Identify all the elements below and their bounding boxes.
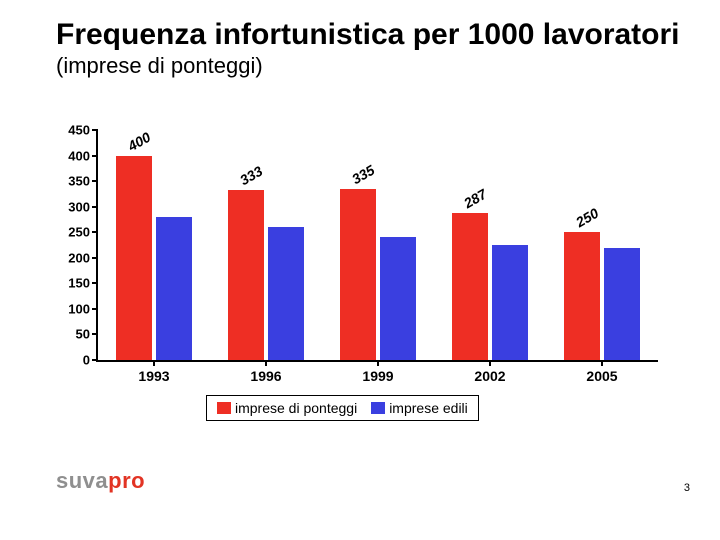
xtick-label: 1999 bbox=[362, 360, 393, 384]
bar bbox=[604, 248, 640, 360]
bar-value-label: 333 bbox=[237, 163, 265, 189]
ytick-label: 100 bbox=[68, 301, 98, 316]
bar bbox=[268, 227, 304, 360]
slide: Frequenza infortunistica per 1000 lavora… bbox=[0, 0, 720, 540]
logo-part1: suva bbox=[56, 468, 108, 493]
logo-part2: pro bbox=[108, 468, 145, 493]
ytick-label: 200 bbox=[68, 250, 98, 265]
logo: suvapro bbox=[56, 468, 145, 494]
ytick-label: 150 bbox=[68, 276, 98, 291]
bar-value-label: 250 bbox=[573, 205, 601, 231]
ytick-label: 450 bbox=[68, 123, 98, 138]
legend-label-1: imprese edili bbox=[389, 400, 468, 416]
legend-entry-0: imprese di ponteggi bbox=[217, 400, 357, 416]
bar-value-label: 287 bbox=[461, 186, 489, 212]
legend-entry-1: imprese edili bbox=[371, 400, 468, 416]
ytick-label: 350 bbox=[68, 174, 98, 189]
legend-swatch-0 bbox=[217, 402, 231, 414]
title-main: Frequenza infortunistica per 1000 lavora… bbox=[56, 18, 680, 51]
ytick-label: 400 bbox=[68, 148, 98, 163]
page-number: 3 bbox=[684, 482, 690, 494]
title-sub: (imprese di ponteggi) bbox=[56, 53, 263, 78]
plot-area: 0501001502002503003504004501993400199633… bbox=[96, 130, 658, 362]
bar bbox=[380, 237, 416, 360]
bar: 333 bbox=[228, 190, 264, 360]
xtick-label: 2005 bbox=[586, 360, 617, 384]
ytick-label: 300 bbox=[68, 199, 98, 214]
bar: 400 bbox=[116, 156, 152, 360]
bar: 335 bbox=[340, 189, 376, 360]
ytick-label: 50 bbox=[76, 327, 98, 342]
bar: 250 bbox=[564, 232, 600, 360]
xtick-label: 1993 bbox=[138, 360, 169, 384]
bar-value-label: 335 bbox=[349, 162, 377, 188]
bar-chart: 0501001502002503003504004501993400199633… bbox=[56, 120, 666, 420]
legend-swatch-1 bbox=[371, 402, 385, 414]
bar bbox=[492, 245, 528, 360]
ytick-label: 0 bbox=[83, 353, 98, 368]
bar bbox=[156, 217, 192, 360]
xtick-label: 2002 bbox=[474, 360, 505, 384]
bar-value-label: 400 bbox=[125, 128, 153, 154]
slide-title: Frequenza infortunistica per 1000 lavora… bbox=[56, 18, 690, 78]
bar: 287 bbox=[452, 213, 488, 360]
xtick-label: 1996 bbox=[250, 360, 281, 384]
ytick-label: 250 bbox=[68, 225, 98, 240]
legend-label-0: imprese di ponteggi bbox=[235, 400, 357, 416]
legend: imprese di ponteggi imprese edili bbox=[206, 395, 479, 421]
